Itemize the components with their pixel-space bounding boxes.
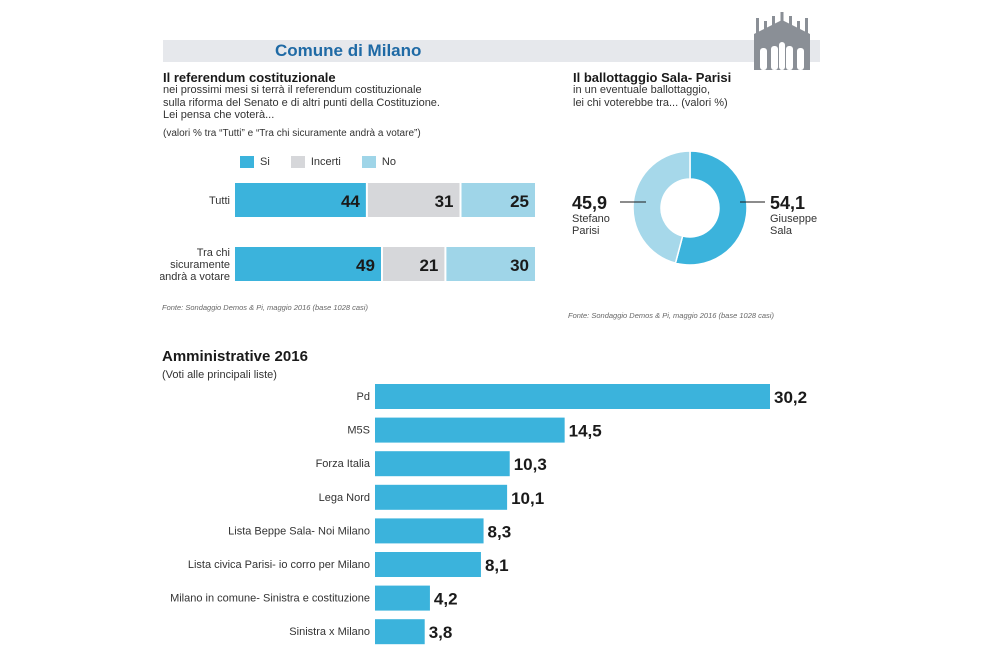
bar-segment-no bbox=[446, 247, 535, 281]
data-label: 8,3 bbox=[488, 522, 512, 541]
ballottaggio-desc-line: lei chi voterebbe tra... (valori %) bbox=[573, 96, 728, 109]
category-label: andrà a votare bbox=[160, 271, 230, 283]
category-label: Forza Italia bbox=[316, 458, 371, 470]
legend-swatch bbox=[240, 156, 254, 168]
donut-slice bbox=[632, 150, 691, 265]
bar bbox=[375, 384, 770, 409]
data-label: 30,2 bbox=[774, 388, 807, 407]
category-label: M5S bbox=[347, 425, 370, 437]
category-label: sicuramente bbox=[170, 259, 230, 271]
data-label: 3,8 bbox=[429, 623, 453, 642]
category-label: Tra chi bbox=[197, 247, 230, 259]
legend-swatch bbox=[290, 156, 305, 168]
slice-name-label: Sala bbox=[770, 225, 793, 237]
category-label: Lista Beppe Sala- Noi Milano bbox=[228, 525, 370, 537]
data-label: 4,2 bbox=[434, 590, 458, 609]
referendum-desc-line: nei prossimi mesi si terrà il referendum… bbox=[163, 84, 422, 96]
source-note: Fonte: Sondaggio Demos & Pi, maggio 2016… bbox=[568, 311, 774, 320]
slice-name-label: Giuseppe bbox=[770, 213, 817, 225]
referendum-title: Il referendum costituzionale bbox=[163, 70, 336, 85]
legend-label: Incerti bbox=[310, 156, 341, 168]
bar-segment-incerti bbox=[382, 247, 445, 281]
data-label: 44 bbox=[341, 192, 360, 211]
category-label: Lista civica Parisi- io corro per Milano bbox=[188, 559, 370, 571]
bar bbox=[375, 451, 510, 477]
referendum-legend: Si Incerti No bbox=[240, 156, 414, 171]
bar bbox=[375, 619, 425, 645]
bar-segment-no bbox=[461, 183, 535, 217]
page-title: Comune di Milano bbox=[275, 41, 422, 60]
donut-slice bbox=[674, 150, 748, 266]
amministrative-bar-chart: Amministrative 2016 (Voti alle principali… bbox=[162, 348, 807, 645]
referendum-desc-line: sulla riforma del Senato e di altri punt… bbox=[163, 96, 440, 109]
data-label: 8,1 bbox=[485, 556, 509, 575]
bar bbox=[375, 552, 481, 577]
referendum-desc-line: Lei pensa che voterà... bbox=[163, 109, 275, 121]
data-label: 49 bbox=[356, 256, 375, 275]
data-label: 21 bbox=[419, 256, 438, 275]
legend-item-si: Si bbox=[240, 156, 270, 168]
chart-subtitle: (Voti alle principali liste) bbox=[162, 369, 277, 381]
legend-item-incerti: Incerti bbox=[290, 156, 341, 168]
data-label: 31 bbox=[435, 192, 454, 211]
bar-segment-si bbox=[235, 183, 366, 217]
data-label: 10,3 bbox=[514, 455, 547, 474]
data-label: 10,1 bbox=[511, 489, 544, 508]
category-label: Tutti bbox=[209, 195, 230, 207]
referendum-note: (valori % tra “Tutti” e “Tra chi sicuram… bbox=[163, 128, 421, 139]
legend-label: Si bbox=[260, 156, 270, 168]
bar bbox=[375, 518, 484, 544]
duomo-cathedral-icon bbox=[754, 12, 810, 70]
legend-label: No bbox=[381, 156, 396, 168]
slice-name-label: Stefano bbox=[572, 213, 610, 225]
ballottaggio-title: Il ballottaggio Sala- Parisi bbox=[573, 70, 732, 85]
category-label: Pd bbox=[357, 391, 370, 403]
ballottaggio-description: in un eventuale ballottaggio, lei chi vo… bbox=[573, 84, 803, 109]
legend-item-no: No bbox=[361, 156, 396, 168]
category-label: Sinistra x Milano bbox=[289, 626, 370, 638]
category-label: Milano in comune- Sinistra e costituzion… bbox=[170, 593, 370, 605]
category-label: Lega Nord bbox=[319, 492, 370, 504]
data-label: 25 bbox=[510, 192, 529, 211]
source-note: Fonte: Sondaggio Demos & Pi, maggio 2016… bbox=[162, 303, 368, 312]
slice-value-label: 45,9 bbox=[572, 193, 607, 213]
bar-segment-si bbox=[235, 247, 381, 281]
bar bbox=[375, 484, 508, 510]
slice-name-label: Parisi bbox=[572, 225, 600, 237]
data-label: 30 bbox=[510, 256, 529, 275]
ballottaggio-desc-line: in un eventuale ballottaggio, bbox=[573, 84, 710, 96]
legend-swatch bbox=[361, 156, 376, 168]
slice-value-label: 54,1 bbox=[770, 193, 805, 213]
data-label: 14,5 bbox=[569, 422, 602, 441]
bar bbox=[375, 585, 430, 611]
bar bbox=[375, 417, 565, 443]
chart-title: Amministrative 2016 bbox=[162, 348, 308, 365]
bar-segment-incerti bbox=[367, 183, 460, 217]
referendum-description: nei prossimi mesi si terrà il referendum… bbox=[163, 84, 493, 122]
header-band bbox=[163, 40, 820, 62]
